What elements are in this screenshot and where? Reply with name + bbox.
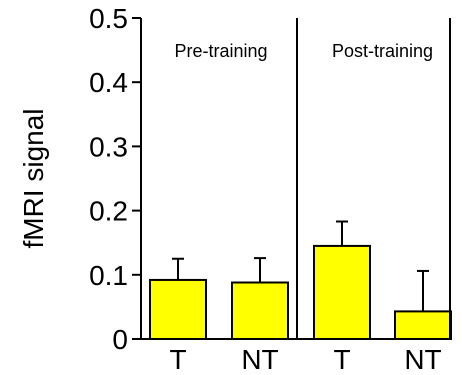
panel-label-post-training: Post-training [332, 41, 433, 61]
error-bars [172, 220, 429, 312]
x-tick-label-3: NT [404, 344, 441, 375]
panel-label-pre-training: Pre-training [174, 41, 267, 61]
x-tick-label-2: T [333, 344, 350, 375]
bar-3 [394, 310, 452, 341]
bars [149, 244, 452, 341]
y-tick-label-1: 0.1 [89, 260, 128, 291]
y-tick-label-2: 0.2 [89, 196, 128, 227]
x-tick-label-1: NT [241, 344, 278, 375]
x-axis-labels: T NT T NT [169, 344, 441, 375]
x-tick-label-0: T [169, 344, 186, 375]
bar-1 [231, 281, 289, 340]
y-tick-label-3: 0.3 [89, 131, 128, 162]
y-tick-label-4: 0.4 [89, 67, 128, 98]
bar-2 [313, 244, 371, 340]
bar-0 [149, 278, 207, 341]
y-tick-label-0: 0 [112, 324, 128, 355]
y-axis-ticks: 0 0.1 0.2 0.3 0.4 0.5 [89, 3, 141, 355]
y-tick-label-5: 0.5 [89, 3, 128, 34]
y-axis-label: fMRI signal [18, 108, 49, 248]
